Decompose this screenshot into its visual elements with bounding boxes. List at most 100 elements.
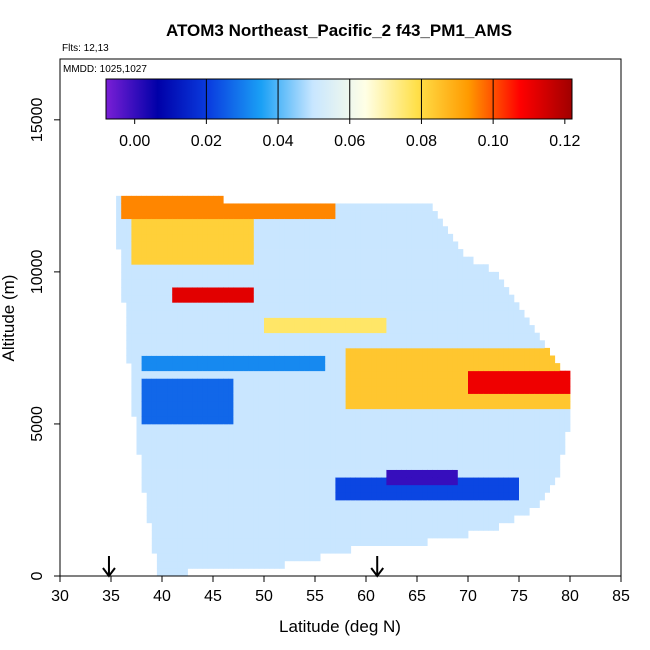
heatmap-cell <box>187 507 193 516</box>
heatmap-cell <box>411 515 418 524</box>
heatmap-cell <box>508 484 515 493</box>
heatmap-cell <box>182 226 188 235</box>
heatmap-cell <box>427 271 433 280</box>
heatmap-cell <box>544 347 550 356</box>
heatmap-cell <box>233 309 239 318</box>
heatmap-cell <box>238 530 244 539</box>
heatmap-cell <box>417 226 423 235</box>
heatmap-cell <box>304 401 311 410</box>
heatmap-cell <box>146 454 153 463</box>
heatmap-cell <box>284 522 290 531</box>
heatmap-cell <box>554 401 561 410</box>
heatmap-cell <box>371 515 377 524</box>
heatmap-cell <box>345 233 352 242</box>
heatmap-cell <box>355 249 362 258</box>
heatmap-cell <box>151 241 158 250</box>
heatmap-cell <box>269 560 275 569</box>
heatmap-cell <box>498 294 505 303</box>
heatmap-cell <box>187 279 193 288</box>
heatmap-cell <box>202 332 209 341</box>
heatmap-cell <box>371 256 377 265</box>
heatmap-cell <box>330 203 336 212</box>
heatmap-cell <box>187 332 193 341</box>
heatmap-cell <box>253 499 260 508</box>
heatmap-cell <box>182 401 188 410</box>
heatmap-cell <box>253 249 260 258</box>
heatmap-cell <box>253 347 260 356</box>
heatmap-cell <box>146 294 153 303</box>
heatmap-cell <box>304 203 311 212</box>
heatmap-cell <box>233 279 239 288</box>
heatmap-cell <box>197 439 204 448</box>
heatmap-cell <box>228 515 234 524</box>
heatmap-cell <box>391 370 397 379</box>
heatmap-cell <box>146 492 153 501</box>
heatmap-cell <box>483 355 489 364</box>
heatmap-cell <box>279 439 285 448</box>
heatmap-cell <box>269 553 275 562</box>
heatmap-cell <box>406 530 413 539</box>
heatmap-cell <box>304 385 311 394</box>
heatmap-cell <box>427 431 433 440</box>
heatmap-cell <box>483 499 489 508</box>
heatmap-cell <box>457 499 464 508</box>
heatmap-cell <box>248 294 255 303</box>
heatmap-cell <box>156 530 163 539</box>
heatmap-cell <box>401 241 408 250</box>
heatmap-cell <box>213 233 219 242</box>
heatmap-cell <box>258 499 265 508</box>
heatmap-cell <box>197 401 204 410</box>
heatmap-cell <box>197 287 204 296</box>
heatmap-cell <box>131 408 137 417</box>
heatmap-cell <box>315 317 321 326</box>
heatmap-cell <box>309 545 316 554</box>
heatmap-cell <box>539 431 545 440</box>
heatmap-cell <box>253 325 260 334</box>
heatmap-cell <box>274 560 280 569</box>
heatmap-cell <box>182 195 188 204</box>
heatmap-cell <box>192 378 199 387</box>
heatmap-cell <box>274 469 280 478</box>
heatmap-cell <box>350 423 357 432</box>
heatmap-cell <box>544 378 550 387</box>
heatmap-cell <box>488 317 494 326</box>
heatmap-cell <box>274 439 280 448</box>
heatmap-cell <box>248 279 255 288</box>
heatmap-cell <box>248 302 255 311</box>
heatmap-cell <box>386 484 392 493</box>
heatmap-cell <box>554 393 561 402</box>
heatmap-cell <box>401 408 408 417</box>
heatmap-cell <box>116 218 122 227</box>
heatmap-cell <box>478 287 484 296</box>
heatmap-cell <box>309 499 316 508</box>
heatmap-cell <box>233 271 239 280</box>
heatmap-cell <box>289 431 295 440</box>
heatmap-cell <box>207 279 214 288</box>
heatmap-cell <box>381 302 387 311</box>
heatmap-cell <box>309 302 316 311</box>
heatmap-cell <box>167 568 173 577</box>
heatmap-cell <box>473 416 479 425</box>
heatmap-cell <box>192 363 199 372</box>
heatmap-cell <box>167 401 173 410</box>
heatmap-cell <box>197 446 204 455</box>
heatmap-cell <box>417 279 423 288</box>
heatmap-cell <box>498 469 505 478</box>
heatmap-cell <box>228 378 234 387</box>
heatmap-cell <box>417 332 423 341</box>
heatmap-cell <box>309 271 316 280</box>
heatmap-cell <box>498 431 505 440</box>
heatmap-cell <box>187 416 193 425</box>
heatmap-cell <box>534 454 540 463</box>
heatmap-cell <box>162 492 168 501</box>
heatmap-cell <box>371 370 377 379</box>
heatmap-cell <box>289 545 295 554</box>
heatmap-cell <box>432 439 438 448</box>
heatmap-cell <box>320 325 326 334</box>
heatmap-cell <box>151 537 158 546</box>
heatmap-cell <box>223 211 229 220</box>
heatmap-cell <box>376 499 382 508</box>
heatmap-cell <box>192 537 199 546</box>
heatmap-cell <box>136 401 142 410</box>
heatmap-cell <box>559 370 566 379</box>
